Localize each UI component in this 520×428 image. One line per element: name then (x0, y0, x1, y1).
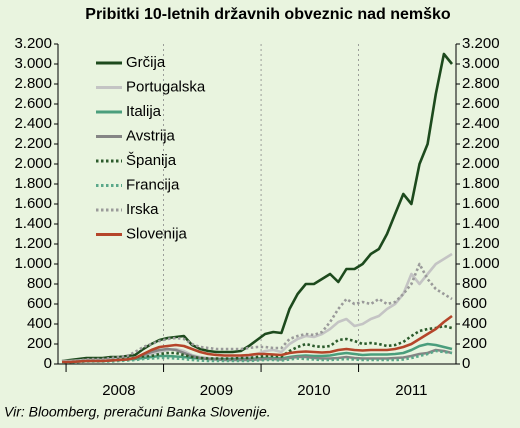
y-tick-label: 2.400 (14, 115, 52, 132)
y2-tick-label: 1.600 (462, 195, 500, 212)
y-tick-label: 1.400 (14, 215, 52, 232)
y2-tick-label: 2.600 (462, 95, 500, 112)
y-tick-label: 200 (27, 335, 52, 352)
x-tick-label: 2011 (395, 382, 427, 399)
y-tick-label: 1.600 (14, 195, 52, 212)
x-tick-label: 2010 (297, 382, 330, 399)
y2-tick-label: 2.200 (462, 135, 500, 152)
y2-tick-label: 3.200 (462, 35, 500, 52)
y2-tick-label: 2.400 (462, 115, 500, 132)
legend-label: Francija (126, 176, 180, 193)
y-tick-label: 2.600 (14, 95, 52, 112)
source: Vir: Bloomberg, preračuni Banka Slovenij… (4, 404, 271, 420)
legend-label: Slovenija (126, 225, 188, 242)
series-line (62, 314, 453, 364)
y2-tick-label: 600 (462, 295, 487, 312)
y2-tick-label: 800 (462, 275, 487, 292)
y2-tick-label: 2.000 (462, 155, 500, 172)
y-tick-label: 1.200 (14, 235, 52, 252)
legend-label: Španija (126, 152, 177, 169)
y-tick-label: 600 (27, 295, 52, 312)
y-tick-label: 3.000 (14, 55, 52, 72)
y-tick-label: 2.000 (14, 155, 52, 172)
y-tick-label: 1.000 (14, 255, 52, 272)
x-tick-label: 2008 (102, 382, 135, 399)
legend-label: Irska (126, 201, 159, 218)
chart-title: Pribitki 10-letnih državnih obveznic nad… (85, 6, 451, 23)
y2-tick-label: 0 (462, 355, 470, 372)
y2-tick-label: 2.800 (462, 75, 500, 92)
y-tick-label: 800 (27, 275, 52, 292)
legend-label: Avstrija (126, 127, 176, 144)
x-tick-label: 2009 (200, 382, 233, 399)
y2-tick-label: 1.800 (462, 175, 500, 192)
y2-tick-label: 3.000 (462, 55, 500, 72)
y2-tick-label: 1.000 (462, 255, 500, 272)
y-tick-label: 2.800 (14, 75, 52, 92)
y-tick-label: 400 (27, 315, 52, 332)
y2-tick-label: 200 (462, 335, 487, 352)
y2-tick-label: 1.400 (462, 215, 500, 232)
series-line (62, 262, 453, 363)
y-tick-label: 0 (44, 355, 52, 372)
y2-tick-label: 400 (462, 315, 487, 332)
legend-label: Grčija (126, 54, 166, 71)
y2-tick-label: 1.200 (462, 235, 500, 252)
legend-label: Portugalska (126, 78, 206, 95)
y-tick-label: 3.200 (14, 35, 52, 52)
legend-label: Italija (126, 103, 162, 120)
y-tick-label: 1.800 (14, 175, 52, 192)
y-tick-label: 2.200 (14, 135, 52, 152)
